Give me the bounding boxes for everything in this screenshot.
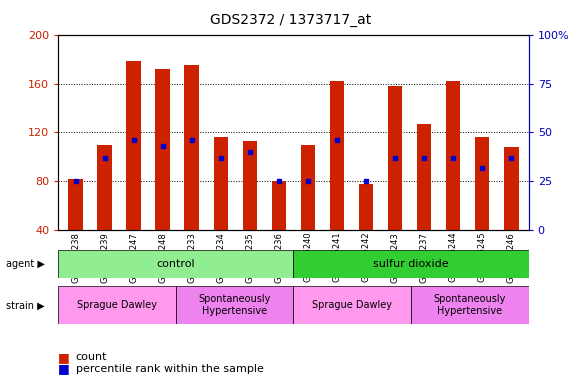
Bar	[58, 286, 175, 324]
Bar	[98, 145, 112, 230]
Bar	[293, 286, 411, 324]
Bar	[417, 124, 431, 230]
Text: Sprague Dawley: Sprague Dawley	[312, 300, 392, 310]
Text: count: count	[76, 352, 107, 362]
Text: strain ▶: strain ▶	[6, 300, 44, 310]
Text: percentile rank within the sample: percentile rank within the sample	[76, 364, 263, 374]
Bar	[156, 69, 170, 230]
Bar	[58, 250, 293, 278]
Bar	[446, 81, 460, 230]
Bar	[293, 250, 529, 278]
Bar	[243, 141, 257, 230]
Text: Spontaneously
Hypertensive: Spontaneously Hypertensive	[433, 295, 506, 316]
Bar	[359, 184, 374, 230]
Bar	[330, 81, 344, 230]
Text: ■: ■	[58, 351, 70, 364]
Text: ■: ■	[58, 362, 70, 375]
Bar	[127, 61, 141, 230]
Bar	[388, 86, 402, 230]
Bar	[185, 65, 199, 230]
Bar	[175, 286, 293, 324]
Bar	[214, 137, 228, 230]
Text: agent ▶: agent ▶	[6, 259, 45, 269]
Bar	[475, 137, 490, 230]
Bar	[504, 147, 519, 230]
Text: sulfur dioxide: sulfur dioxide	[373, 259, 449, 269]
Text: Sprague Dawley: Sprague Dawley	[77, 300, 157, 310]
Bar	[301, 145, 315, 230]
Text: control: control	[156, 259, 195, 269]
Bar	[69, 179, 83, 230]
Bar	[272, 182, 286, 230]
Bar	[411, 286, 529, 324]
Text: Spontaneously
Hypertensive: Spontaneously Hypertensive	[198, 295, 271, 316]
Text: GDS2372 / 1373717_at: GDS2372 / 1373717_at	[210, 13, 371, 27]
